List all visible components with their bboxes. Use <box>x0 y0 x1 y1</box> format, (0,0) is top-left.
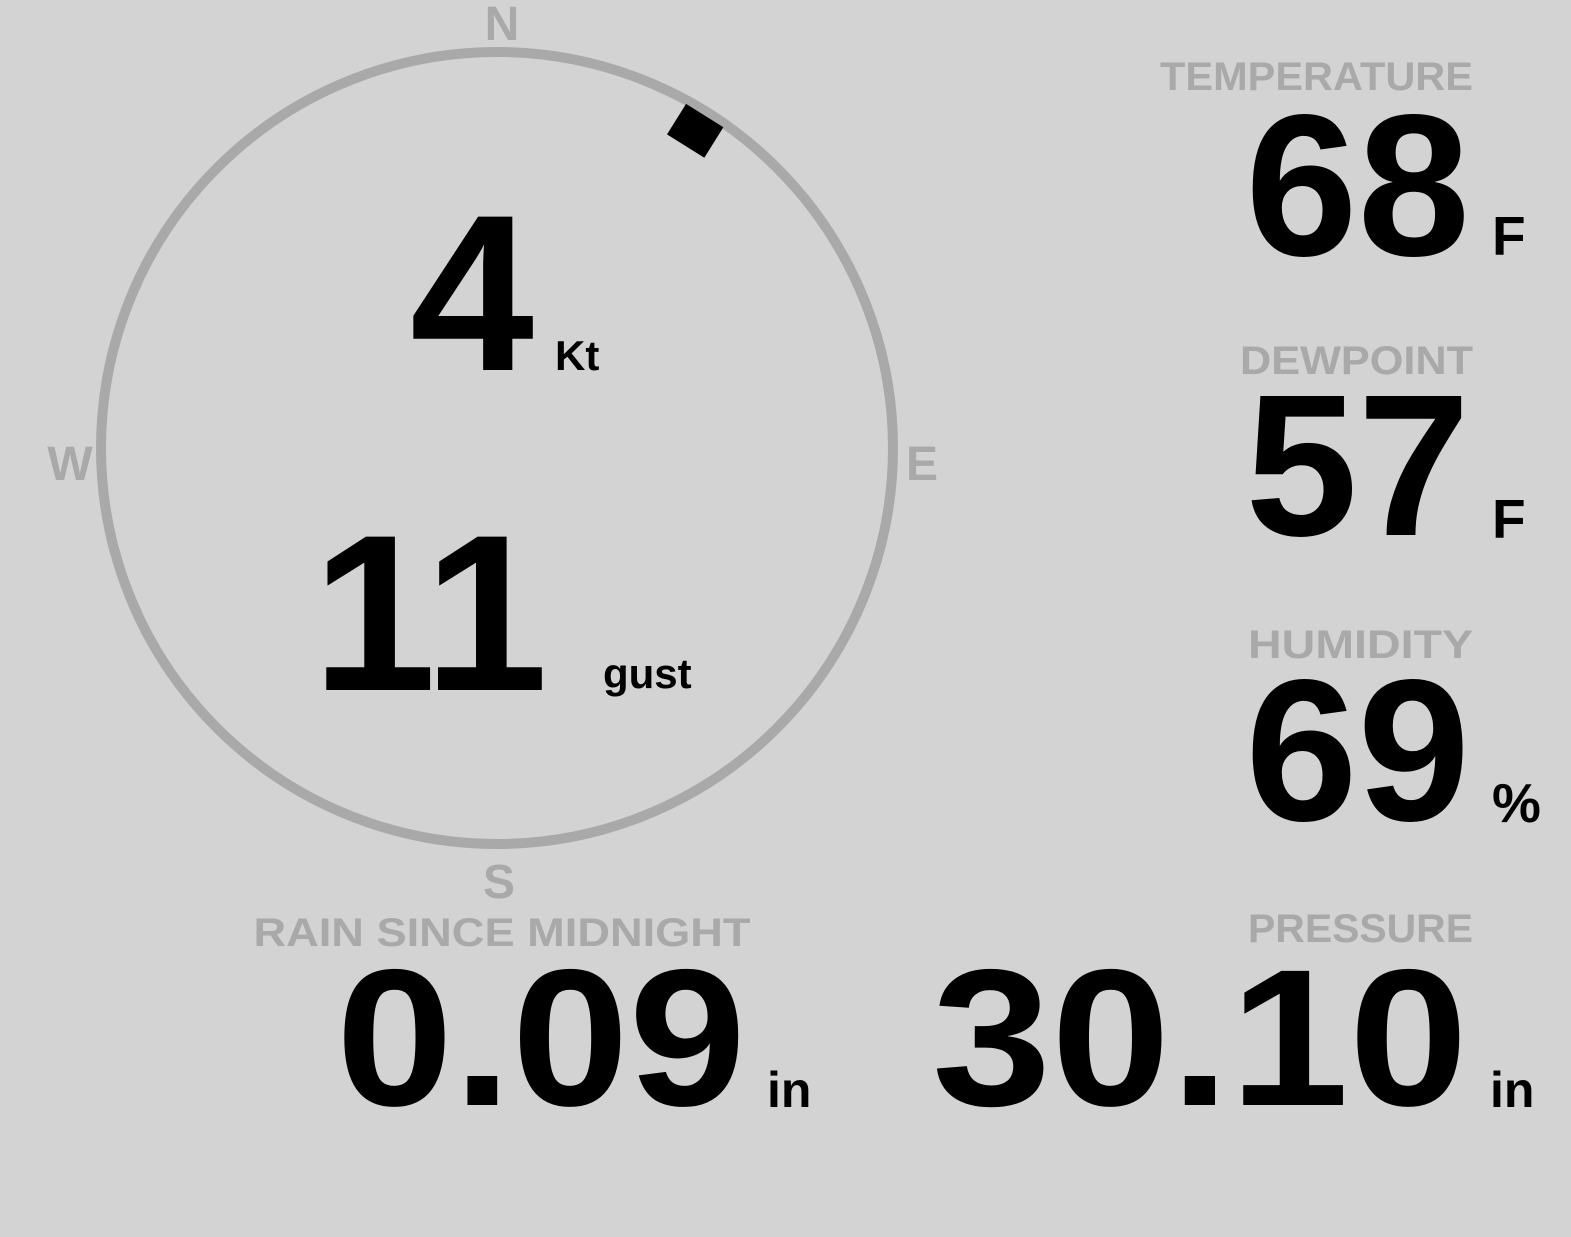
wind-speed-value: 4 <box>410 169 534 418</box>
compass-north: N <box>485 0 520 51</box>
rain-unit: in <box>767 1062 811 1118</box>
wind-speed-unit: Kt <box>555 332 599 379</box>
wind-gust-unit: gust <box>603 650 692 697</box>
humidity-unit: % <box>1492 772 1541 834</box>
rain-value: 0.09 <box>336 929 746 1147</box>
humidity-label: HUMIDITY <box>1248 623 1473 667</box>
rain-panel: RAIN SINCE MIDNIGHT 0.09 in <box>254 911 812 1147</box>
dewpoint-unit: F <box>1492 488 1526 550</box>
pressure-label: PRESSURE <box>1248 907 1473 951</box>
dewpoint-label: DEWPOINT <box>1240 339 1473 383</box>
rain-label: RAIN SINCE MIDNIGHT <box>254 911 751 955</box>
compass-west: W <box>47 438 93 491</box>
humidity-value: 69 <box>1245 637 1470 863</box>
dewpoint-panel: DEWPOINT 57 F <box>1240 339 1526 578</box>
pressure-unit: in <box>1490 1062 1534 1118</box>
dewpoint-value: 57 <box>1245 352 1470 578</box>
pressure-value: 30.10 <box>932 929 1468 1147</box>
humidity-panel: HUMIDITY 69 % <box>1245 623 1541 863</box>
pressure-panel: PRESSURE 30.10 in <box>932 907 1534 1147</box>
wind-compass: N E S W 4 Kt 11 gust <box>47 0 938 909</box>
temperature-label: TEMPERATURE <box>1160 55 1473 99</box>
temperature-panel: TEMPERATURE 68 F <box>1160 55 1526 298</box>
compass-ring <box>96 47 898 849</box>
temperature-unit: F <box>1492 205 1526 267</box>
compass-east: E <box>906 438 938 491</box>
temperature-value: 68 <box>1245 72 1470 298</box>
wind-direction-marker <box>666 103 724 158</box>
wind-gust-value: 11 <box>312 489 548 738</box>
compass-south: S <box>483 856 515 909</box>
